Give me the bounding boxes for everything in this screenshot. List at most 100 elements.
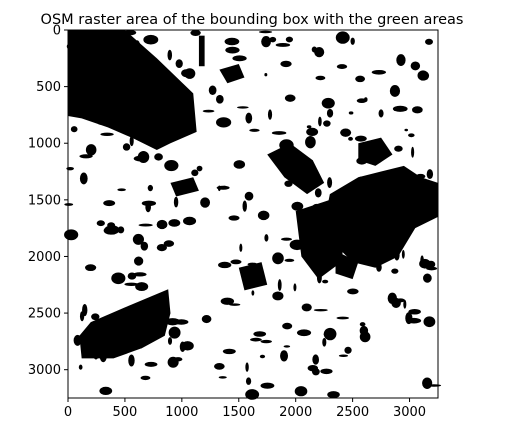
green-area-dot bbox=[362, 186, 373, 196]
green-area-dot bbox=[128, 354, 135, 367]
green-area-dot bbox=[364, 97, 368, 102]
green-area-dot bbox=[311, 46, 317, 53]
green-area-dot bbox=[277, 279, 282, 291]
green-area-dot bbox=[394, 145, 403, 152]
green-area-dot bbox=[272, 252, 284, 265]
x-tick-label: 2500 bbox=[336, 405, 369, 420]
green-area-dot bbox=[415, 173, 426, 179]
green-area-dot bbox=[264, 73, 268, 77]
green-area-dot bbox=[93, 348, 99, 360]
y-tick-label: 3000 bbox=[28, 363, 61, 378]
green-area-dot bbox=[247, 262, 258, 267]
green-area-dot bbox=[289, 239, 305, 251]
green-area-dot bbox=[90, 74, 98, 87]
green-area-dot bbox=[311, 222, 321, 230]
green-area-patch bbox=[219, 63, 245, 84]
green-area-dot bbox=[224, 37, 240, 46]
green-area-dot bbox=[190, 29, 201, 37]
x-tick-label: 1500 bbox=[222, 405, 255, 420]
green-area-dot bbox=[228, 215, 240, 221]
green-area-dot bbox=[318, 116, 322, 127]
x-tick-label: 500 bbox=[113, 405, 138, 420]
green-area-dot bbox=[279, 162, 288, 171]
green-area-dot bbox=[248, 279, 258, 284]
green-area-dot bbox=[283, 345, 291, 348]
green-area-dot bbox=[284, 258, 295, 262]
green-area-dot bbox=[122, 143, 131, 151]
axes-frame bbox=[67, 29, 439, 399]
green-area-dot bbox=[336, 64, 348, 70]
green-area-patch bbox=[198, 35, 205, 67]
green-area-dot bbox=[244, 191, 254, 201]
y-tick-label: 500 bbox=[36, 80, 61, 95]
green-area-dot bbox=[338, 354, 349, 358]
green-area-dot bbox=[426, 169, 434, 180]
green-area-dot bbox=[371, 69, 387, 75]
green-area-dot bbox=[167, 49, 173, 61]
green-area-dot bbox=[355, 75, 366, 83]
green-area-dot bbox=[410, 61, 421, 71]
y-tick-label: 1500 bbox=[28, 193, 61, 208]
green-area-dot bbox=[348, 136, 353, 141]
green-area-dot bbox=[161, 119, 176, 130]
green-area-dot bbox=[364, 229, 380, 242]
green-area-dot bbox=[217, 185, 221, 192]
green-area-dot bbox=[132, 53, 139, 62]
green-area-dot bbox=[378, 109, 384, 118]
y-tick-label: 0 bbox=[53, 24, 61, 39]
green-area-dot bbox=[181, 341, 194, 351]
green-area-dot bbox=[169, 131, 178, 136]
green-area-dot bbox=[301, 303, 312, 312]
green-area-dot bbox=[167, 337, 173, 345]
green-area-dot bbox=[156, 219, 168, 230]
green-area-dot bbox=[111, 272, 126, 285]
green-area-dot bbox=[426, 260, 436, 269]
green-area-dot bbox=[348, 111, 354, 115]
green-area-dot bbox=[173, 357, 183, 362]
green-area-dot bbox=[423, 273, 432, 283]
green-area-dot bbox=[73, 109, 82, 115]
green-area-dot bbox=[156, 243, 167, 252]
green-area-dot bbox=[70, 126, 78, 133]
green-area-dot bbox=[104, 83, 120, 90]
green-area-dot bbox=[327, 391, 340, 399]
green-area-dot bbox=[391, 268, 399, 274]
x-tick-label: 2000 bbox=[279, 405, 312, 420]
green-area-dot bbox=[251, 290, 255, 296]
green-area-dot bbox=[404, 128, 409, 132]
green-area-dot bbox=[257, 210, 270, 221]
green-area-dot bbox=[128, 43, 137, 49]
green-area-dot bbox=[285, 36, 294, 43]
green-area-dot bbox=[277, 153, 286, 161]
green-area-dot bbox=[322, 279, 329, 284]
green-area-dot bbox=[146, 115, 157, 128]
green-area-dot bbox=[323, 327, 337, 341]
green-area-dot bbox=[245, 377, 252, 385]
green-area-dot bbox=[91, 313, 100, 321]
green-area-dot bbox=[356, 157, 368, 165]
green-area-dot bbox=[317, 179, 321, 184]
green-area-dot bbox=[64, 229, 79, 241]
green-area-dot bbox=[214, 363, 225, 370]
green-area-dot bbox=[422, 377, 433, 389]
green-area-dot bbox=[313, 308, 328, 312]
green-area-dot bbox=[311, 203, 323, 216]
green-area-dot bbox=[161, 133, 166, 140]
green-area-dot bbox=[284, 94, 296, 102]
green-area-dot bbox=[260, 382, 275, 389]
green-area-dot bbox=[133, 256, 144, 266]
green-area-dot bbox=[173, 196, 179, 208]
green-area-dot bbox=[275, 43, 291, 47]
green-area-dot bbox=[249, 128, 260, 132]
green-area-dot bbox=[426, 266, 438, 271]
green-area-dot bbox=[245, 362, 249, 372]
green-area-dot bbox=[103, 226, 118, 235]
green-area-dot bbox=[322, 337, 327, 347]
green-area-patch bbox=[295, 199, 347, 280]
green-area-dot bbox=[124, 29, 137, 36]
green-area-dot bbox=[336, 316, 350, 320]
green-area-dot bbox=[295, 169, 304, 181]
green-area-dot bbox=[272, 291, 284, 301]
